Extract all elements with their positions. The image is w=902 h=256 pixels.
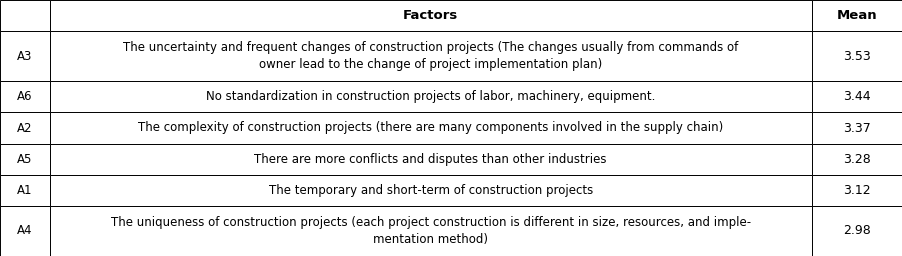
Text: A5: A5	[17, 153, 32, 166]
Bar	[0, 112, 50, 144]
Bar	[50, 81, 812, 112]
Text: 3.37: 3.37	[843, 122, 870, 134]
Bar	[812, 81, 902, 112]
Bar	[50, 175, 812, 206]
Text: Factors: Factors	[403, 9, 458, 22]
Text: A2: A2	[17, 122, 32, 134]
Text: A1: A1	[17, 184, 32, 197]
Bar	[50, 112, 812, 144]
Text: 3.12: 3.12	[843, 184, 870, 197]
Text: The complexity of construction projects (there are many components involved in t: The complexity of construction projects …	[138, 122, 723, 134]
Bar	[812, 112, 902, 144]
Bar	[812, 144, 902, 175]
Bar	[0, 206, 50, 256]
Text: The uniqueness of construction projects (each project construction is different : The uniqueness of construction projects …	[111, 216, 750, 246]
Bar	[0, 175, 50, 206]
Bar	[812, 175, 902, 206]
Text: The uncertainty and frequent changes of construction projects (The changes usual: The uncertainty and frequent changes of …	[123, 41, 739, 71]
Text: A4: A4	[17, 224, 32, 237]
Text: Mean: Mean	[836, 9, 878, 22]
Bar	[812, 0, 902, 31]
Bar	[50, 31, 812, 81]
Bar	[0, 31, 50, 81]
Text: No standardization in construction projects of labor, machinery, equipment.: No standardization in construction proje…	[206, 90, 656, 103]
Text: 3.28: 3.28	[843, 153, 870, 166]
Bar	[812, 31, 902, 81]
Bar	[812, 206, 902, 256]
Text: 3.44: 3.44	[843, 90, 870, 103]
Bar	[0, 0, 50, 31]
Text: There are more conflicts and disputes than other industries: There are more conflicts and disputes th…	[254, 153, 607, 166]
Bar	[0, 81, 50, 112]
Text: 3.53: 3.53	[843, 50, 870, 63]
Text: A3: A3	[17, 50, 32, 63]
Text: The temporary and short-term of construction projects: The temporary and short-term of construc…	[269, 184, 593, 197]
Bar	[50, 144, 812, 175]
Bar	[0, 144, 50, 175]
Bar	[50, 0, 812, 31]
Text: 2.98: 2.98	[843, 224, 870, 237]
Bar	[50, 206, 812, 256]
Text: A6: A6	[17, 90, 32, 103]
